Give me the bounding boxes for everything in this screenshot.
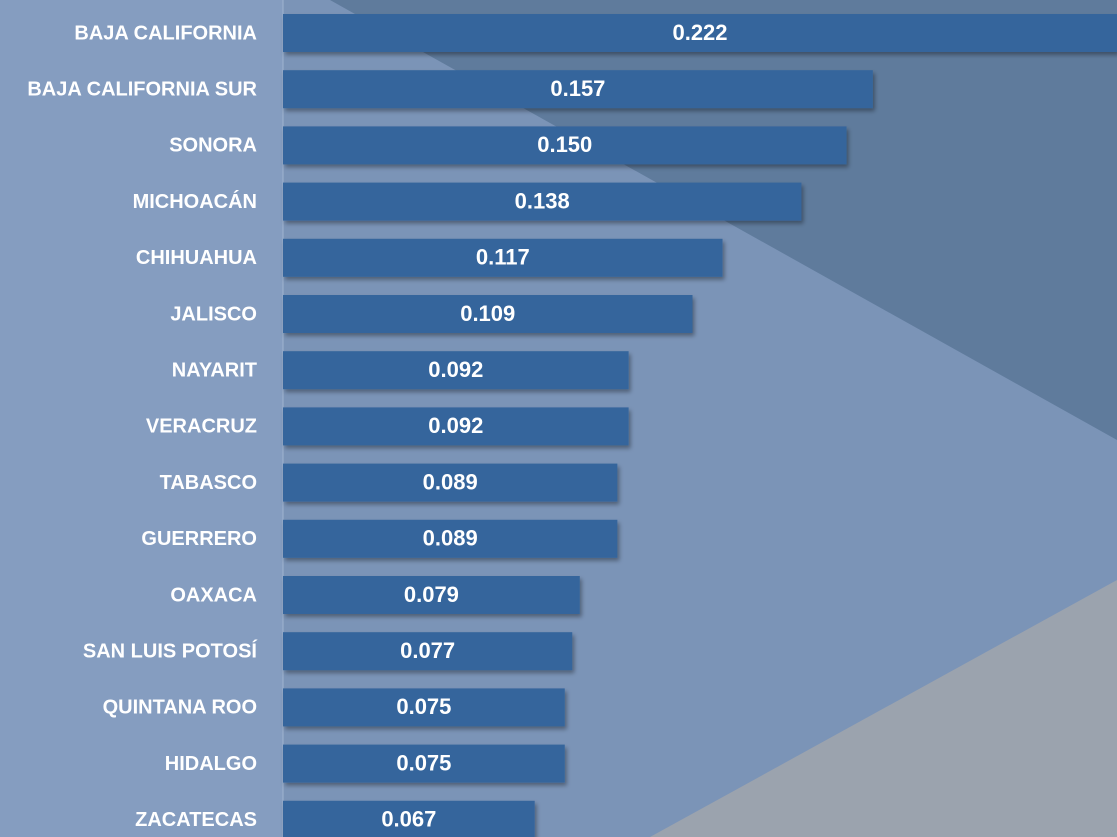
bar [283,800,535,837]
bar [283,688,565,727]
bar [283,295,693,333]
value-label: 0.067 [381,807,436,832]
value-label: 0.079 [404,582,459,607]
category-label: JALISCO [170,303,257,325]
bar [283,182,802,221]
value-label: 0.157 [550,76,605,101]
category-label: BAJA CALIFORNIA SUR [27,78,257,100]
bar [283,463,618,502]
value-label: 0.109 [460,301,515,326]
category-label: ZACATECAS [135,809,257,831]
bar [283,238,723,277]
category-label: TABASCO [160,472,257,494]
category-label: VERACRUZ [146,416,257,438]
value-label: 0.075 [396,694,451,719]
value-label: 0.077 [400,638,455,663]
bar [283,407,629,446]
value-label: 0.092 [428,357,483,382]
category-label: GUERRERO [141,528,257,550]
category-label: SAN LUIS POTOSÍ [83,639,258,662]
value-label: 0.222 [672,20,727,45]
category-label: SONORA [169,135,257,157]
bar [283,351,629,390]
label-panel [0,0,283,837]
bar [283,70,873,109]
category-label: CHIHUAHUA [136,247,257,269]
category-label: MICHOACÁN [133,190,257,213]
category-label: NAYARIT [172,359,257,381]
value-label: 0.075 [396,750,451,775]
category-label: HIDALGO [165,753,257,775]
bar [283,126,847,165]
bar [283,576,580,614]
value-label: 0.089 [423,469,478,494]
value-label: 0.150 [537,132,592,157]
bar [283,632,573,671]
value-label: 0.138 [515,188,570,213]
category-label: QUINTANA ROO [103,697,257,719]
bar [283,519,618,558]
bar [283,744,565,783]
value-label: 0.092 [428,413,483,438]
background-shape [650,580,1117,837]
value-label: 0.089 [423,526,478,551]
bar [283,14,1117,52]
category-label: OAXACA [170,584,257,606]
category-label: BAJA CALIFORNIA [74,22,257,44]
value-label: 0.117 [476,245,530,270]
